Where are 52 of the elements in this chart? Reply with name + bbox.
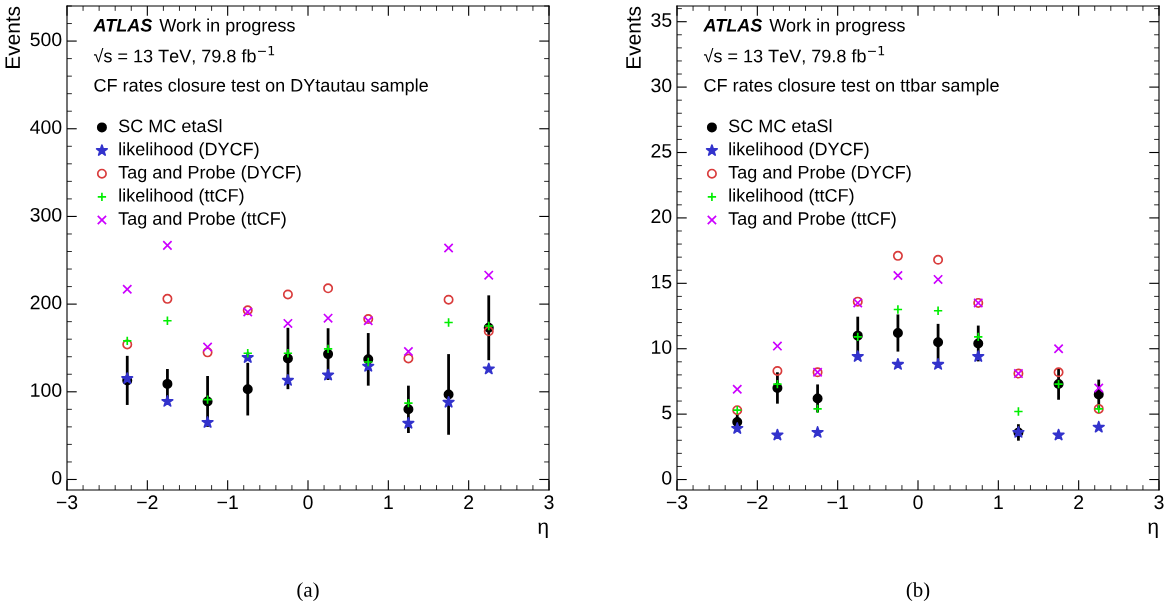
x-tick-label: −3 <box>56 495 78 510</box>
annotation: ATLAS <box>93 18 153 32</box>
legend-label: likelihood (DYCF) <box>729 142 869 160</box>
legend-label: Tag and Probe (ttCF) <box>118 211 286 229</box>
annotation: CF rates closure test on ttbar sample <box>704 78 999 96</box>
x-tick-label: −1 <box>827 495 848 509</box>
y-tick-label: 100 <box>31 383 62 398</box>
legend-label: likelihood (ttCF) <box>729 188 854 206</box>
y-tick-label: 5 <box>662 405 672 420</box>
x-tick-label: 2 <box>464 495 474 509</box>
x-axis-title: η <box>1148 522 1158 538</box>
annotation: ATLAS <box>703 18 763 32</box>
x-tick-label: 1 <box>994 495 1003 509</box>
x-tick-label: 3 <box>1154 495 1164 510</box>
y-tick-label: 400 <box>30 120 62 134</box>
y-tick-label: 25 <box>651 143 672 158</box>
annotation: √s = 13 TeV, 79.8 fb$^{−1}$ <box>93 46 275 65</box>
x-tick-label: 3 <box>544 495 554 510</box>
y-axis-title: Events <box>626 6 641 68</box>
annotation: CF rates closure test on DYtautau sample <box>94 78 428 96</box>
x-tick-label: −1 <box>217 495 238 509</box>
text: (a) <box>297 582 319 602</box>
legend-label: likelihood (ttCF) <box>119 188 244 206</box>
annotation: √s = 13 TeV, 79.8 fb$^{−1}$ <box>703 46 885 65</box>
annotation: Work in progress <box>769 18 905 36</box>
x-tick-label: 0 <box>913 495 923 510</box>
x-axis-title: η <box>538 522 548 538</box>
x-tick-label: −2 <box>137 495 158 509</box>
legend-label: SC MC etaSl <box>118 119 222 133</box>
y-tick-label: 35 <box>651 13 672 27</box>
y-axis-title: Events <box>5 6 21 68</box>
y-tick-label: 10 <box>652 340 672 354</box>
y-tick-label: 500 <box>30 32 62 47</box>
text: (b) <box>906 582 930 602</box>
legend-label: Tag and Probe (ttCF) <box>728 211 896 229</box>
y-tick-label: 20 <box>651 209 672 224</box>
y-tick-label: 30 <box>651 78 672 93</box>
x-tick-label: −2 <box>747 495 768 509</box>
legend-label: Tag and Probe (DYCF) <box>118 165 301 183</box>
annotation: Work in progress <box>159 18 295 36</box>
y-tick-label: 0 <box>662 470 672 485</box>
y-tick-label: 15 <box>652 274 672 289</box>
legend-label: Tag and Probe (DYCF) <box>728 165 911 183</box>
y-tick-label: 200 <box>30 295 62 310</box>
x-tick-label: 2 <box>1074 495 1084 509</box>
x-tick-label: −3 <box>666 495 688 510</box>
y-tick-label: 300 <box>30 207 62 222</box>
x-tick-label: 0 <box>303 495 313 510</box>
x-tick-label: 1 <box>384 495 393 509</box>
y-tick-label: 0 <box>52 470 62 485</box>
legend-label: likelihood (DYCF) <box>119 142 259 160</box>
legend-label: SC MC etaSl <box>728 119 832 133</box>
